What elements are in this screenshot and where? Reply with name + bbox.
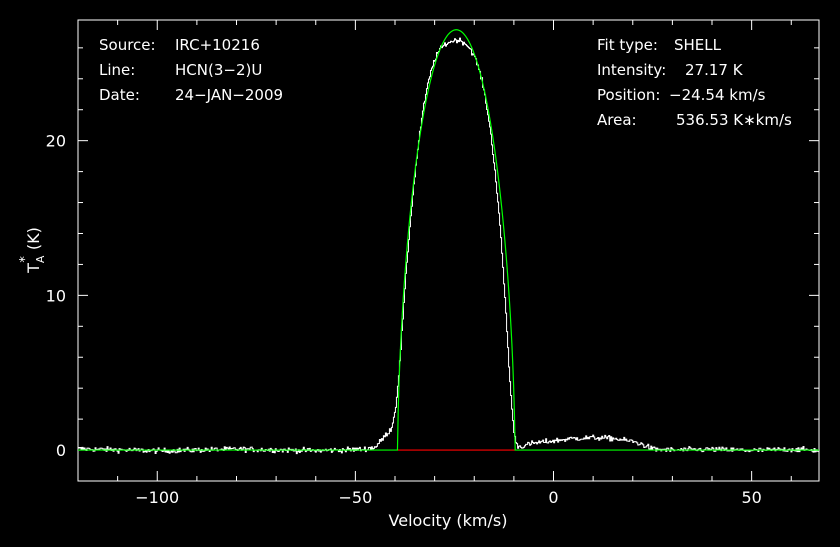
plot-frame: [77, 19, 820, 482]
line-label: Line:: [99, 61, 135, 79]
line-value: HCN(3−2)U: [175, 61, 262, 79]
header-right: Fit type: SHELL Intensity: 27.17 K Posit…: [597, 36, 792, 129]
position-label: Position:: [597, 86, 660, 104]
x-tick-label: 0: [548, 488, 558, 507]
source-value: IRC+10216: [175, 36, 260, 54]
date-value: 24−JAN−2009: [175, 86, 283, 104]
y-axis-title-unit: (K): [24, 227, 43, 250]
fit-type-label: Fit type:: [597, 36, 658, 54]
x-tick-label: −50: [338, 488, 372, 507]
area-label: Area:: [597, 111, 637, 129]
header-left: Source: IRC+10216 Line: HCN(3−2)U Date: …: [99, 36, 283, 104]
intensity-label: Intensity:: [597, 61, 666, 79]
x-tick-label: 50: [741, 488, 761, 507]
fit-type-value: SHELL: [674, 36, 722, 54]
fit-group: [78, 29, 819, 451]
area-value: 536.53 K∗km/s: [676, 111, 792, 129]
x-tick-label: −100: [135, 488, 179, 507]
y-axis-title-sup: *: [18, 256, 33, 263]
x-tick-labels: −100 −50 0 50: [135, 488, 762, 507]
svg-text:TA*(K): TA* (K): [18, 227, 47, 274]
x-axis-title: Velocity (km/s): [389, 511, 508, 530]
axis-ticks: [77, 20, 819, 482]
y-tick-label: 0: [56, 441, 66, 460]
y-tick-label: 20: [46, 132, 66, 151]
fit-line: [78, 29, 819, 451]
position-value: −24.54 km/s: [669, 86, 766, 104]
source-label: Source:: [99, 36, 156, 54]
y-axis-title-sub: A: [34, 255, 47, 263]
y-axis-title: TA* (K): [18, 227, 47, 274]
y-axis-title-main: T: [24, 263, 43, 274]
y-tick-label: 10: [46, 286, 66, 305]
intensity-value: 27.17 K: [685, 61, 744, 79]
date-label: Date:: [99, 86, 140, 104]
y-tick-labels: 0 10 20: [46, 132, 66, 460]
